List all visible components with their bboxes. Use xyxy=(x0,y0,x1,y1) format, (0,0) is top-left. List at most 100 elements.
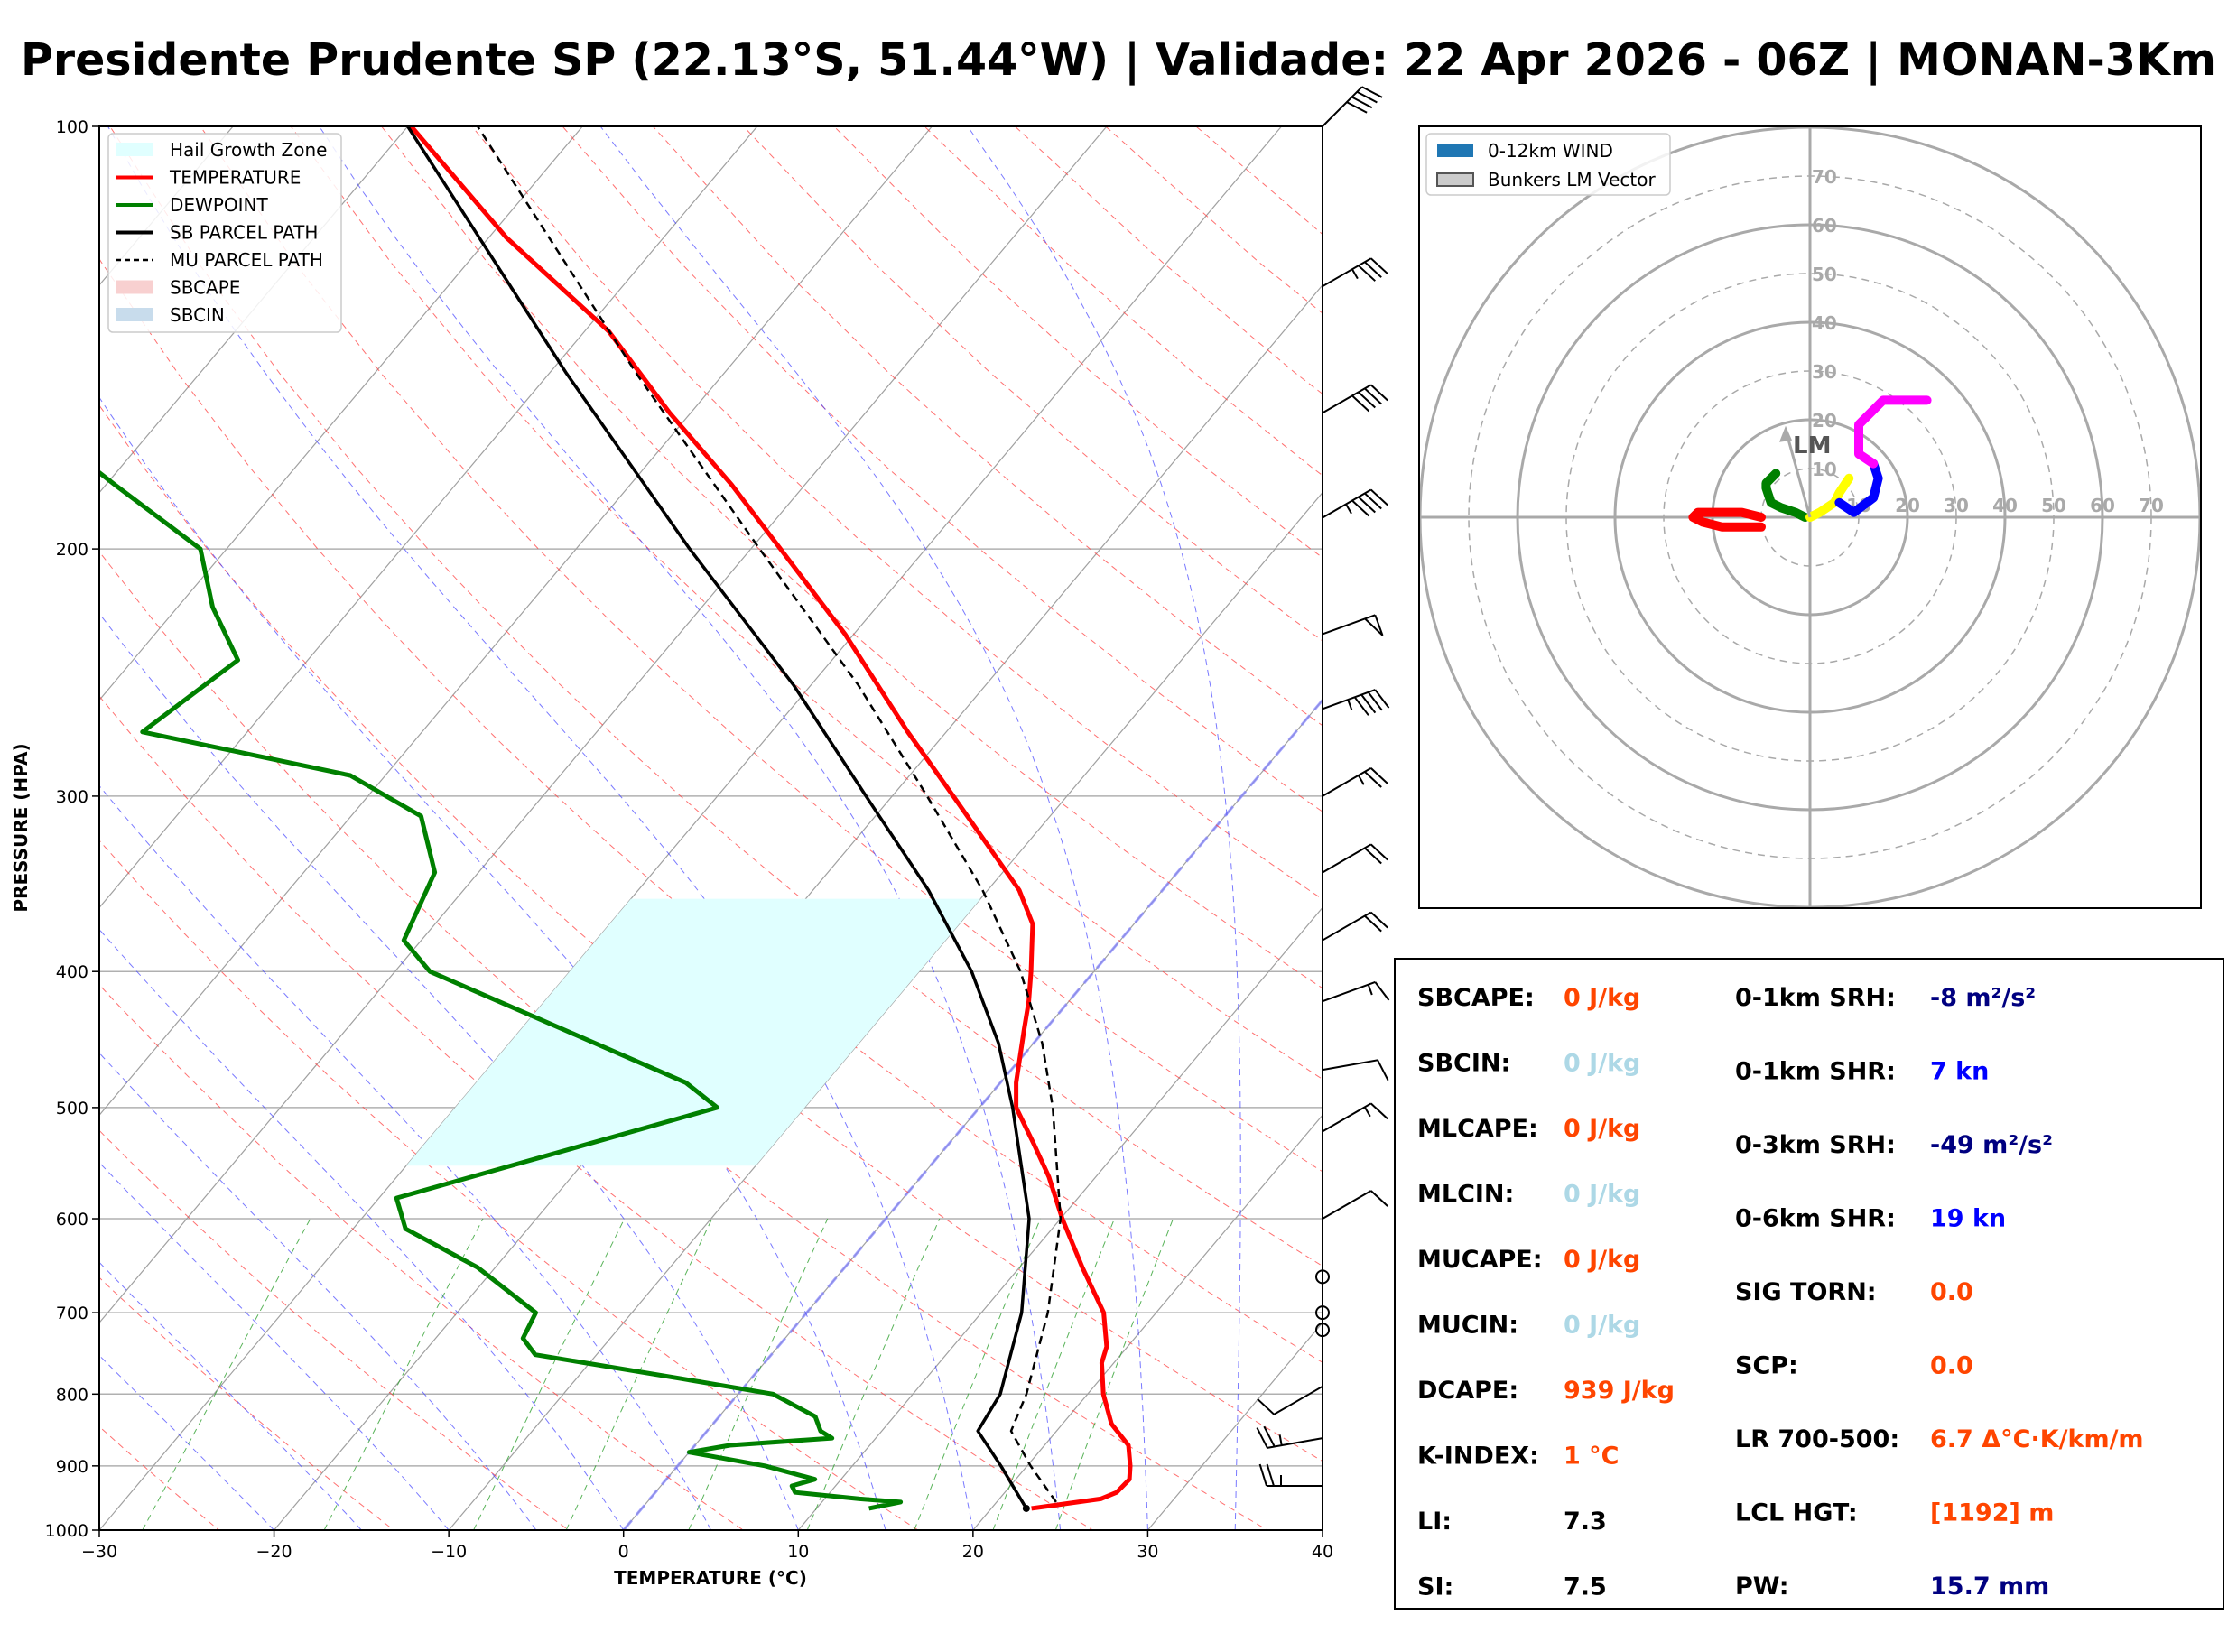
y-tick-label: 300 xyxy=(56,787,88,807)
wind-barb xyxy=(1322,257,1388,288)
isotherm xyxy=(99,126,583,701)
mixing-ratio-line xyxy=(142,1218,311,1530)
index-value: 0 J/kg xyxy=(1564,1312,1640,1340)
x-tick-label: −20 xyxy=(256,1542,292,1562)
moist-adiabat xyxy=(99,1162,450,1530)
x-tick-label: 20 xyxy=(962,1542,984,1562)
index-label: MUCIN: xyxy=(1417,1312,1518,1340)
index-value: 0 J/kg xyxy=(1564,1181,1640,1209)
wind-barb xyxy=(1322,980,1390,1003)
mixing-ratio-line xyxy=(806,1218,941,1530)
legend-swatch xyxy=(116,280,153,294)
moist-adiabat xyxy=(319,126,1062,1530)
wind-barb xyxy=(1322,384,1388,414)
index-label: DCAPE: xyxy=(1417,1377,1518,1405)
moist-adiabat xyxy=(99,612,799,1530)
isotherm xyxy=(99,126,933,1117)
moist-adiabat xyxy=(99,1261,362,1530)
dry-adiabat xyxy=(99,404,1323,1462)
mixing-ratio-line xyxy=(914,1218,1041,1530)
hodograph-x-tick: 60 xyxy=(2090,495,2115,516)
index-label: K-INDEX: xyxy=(1417,1443,1539,1471)
x-tick-label: −10 xyxy=(431,1542,467,1562)
index-value: 0.0 xyxy=(1930,1352,1973,1380)
index-value: 15.7 mm xyxy=(1930,1573,2049,1601)
dry-adiabat xyxy=(471,126,1323,900)
hodograph-x-tick: 50 xyxy=(2041,495,2066,516)
isotherm xyxy=(99,126,234,286)
dry-adiabat xyxy=(99,1129,570,1530)
index-label: LI: xyxy=(1417,1508,1452,1536)
index-value: 0 J/kg xyxy=(1564,1246,1640,1274)
index-label: PW: xyxy=(1735,1573,1789,1601)
wind-barb xyxy=(1322,86,1383,127)
skewt-frame xyxy=(98,125,1323,1531)
index-value: 6.7 Δ°C·K/km/m xyxy=(1930,1425,2144,1453)
legend-label: Hail Growth Zone xyxy=(170,139,327,161)
legend-swatch xyxy=(116,308,153,321)
dry-adiabat xyxy=(109,126,1323,1267)
moist-adiabat xyxy=(967,126,1241,1530)
index-label: MLCAPE: xyxy=(1417,1115,1538,1143)
index-label: 0-3km SRH: xyxy=(1735,1131,1896,1159)
moist-adiabat xyxy=(599,126,1148,1530)
calm-wind-marker xyxy=(1315,1323,1330,1338)
hodograph-x-tick: 40 xyxy=(1992,495,2018,516)
hodograph-trace xyxy=(1834,459,1883,517)
wind-barbs xyxy=(1256,86,1390,1487)
series-mu-parcel-path xyxy=(477,126,1063,1503)
series-temperature xyxy=(409,126,1133,1511)
mixing-ratio-line xyxy=(688,1218,829,1530)
hodograph-x-tick: 20 xyxy=(1895,495,1920,516)
wind-barb xyxy=(1258,1463,1323,1487)
y-tick-label: 700 xyxy=(56,1304,88,1323)
index-label: 0-1km SHR: xyxy=(1735,1058,1896,1086)
hodograph-y-tick: 10 xyxy=(1812,459,1837,480)
index-value: 0 J/kg xyxy=(1564,1115,1640,1143)
bunkers-lm-label: LM xyxy=(1793,432,1831,459)
wind-barb xyxy=(1322,1190,1388,1220)
legend-label-wind: 0-12km WIND xyxy=(1488,140,1613,162)
wind-barb xyxy=(1322,488,1388,519)
index-label: SBCAPE: xyxy=(1417,984,1535,1012)
index-value: 7.3 xyxy=(1564,1508,1607,1536)
legend-label: SB PARCEL PATH xyxy=(170,222,318,244)
hodograph-y-tick: 20 xyxy=(1812,410,1837,432)
hodograph-frame xyxy=(1418,125,2202,909)
dry-adiabat xyxy=(99,840,919,1530)
hodograph-data: LM xyxy=(1688,395,1932,532)
isotherm xyxy=(448,491,1323,1530)
y-tick-label: 400 xyxy=(56,962,88,982)
index-value: -8 m²/s² xyxy=(1930,984,2036,1012)
moist-adiabat xyxy=(1322,1522,1323,1530)
legend-label-lm: Bunkers LM Vector xyxy=(1488,169,1657,190)
hodograph-legend-box xyxy=(1425,133,1671,196)
y-tick-label: 1000 xyxy=(45,1521,88,1541)
series-sb-parcel-path xyxy=(406,126,1031,1509)
skewt-background-lines xyxy=(99,126,1323,1530)
legend-label: TEMPERATURE xyxy=(169,167,301,189)
wind-barb xyxy=(1322,1102,1388,1133)
wind-barb xyxy=(1257,1385,1323,1415)
hodograph-x-tick: 70 xyxy=(2139,495,2164,516)
isotherm xyxy=(274,283,1323,1530)
wind-barb xyxy=(1322,1059,1389,1081)
y-tick-label: 100 xyxy=(56,117,88,137)
moist-adiabat xyxy=(107,126,974,1530)
wind-barb xyxy=(1322,767,1388,797)
y-tick-label: 800 xyxy=(56,1385,88,1405)
series-dewpoint xyxy=(99,469,904,1511)
index-label: SI: xyxy=(1417,1573,1453,1601)
wind-barb xyxy=(1322,689,1390,716)
isotherm xyxy=(99,126,758,909)
x-tick-label: 10 xyxy=(787,1542,809,1562)
index-label: MLCIN: xyxy=(1417,1181,1514,1209)
dry-adiabat xyxy=(99,1425,220,1530)
y-tick-label: 500 xyxy=(56,1099,88,1118)
x-tick-label: 0 xyxy=(618,1542,629,1562)
surface-parcel-marker xyxy=(1022,1504,1030,1512)
mixing-ratio-line xyxy=(565,1218,713,1530)
index-label: LCL HGT: xyxy=(1735,1499,1858,1527)
legend-swatch-lm xyxy=(1436,172,1474,187)
